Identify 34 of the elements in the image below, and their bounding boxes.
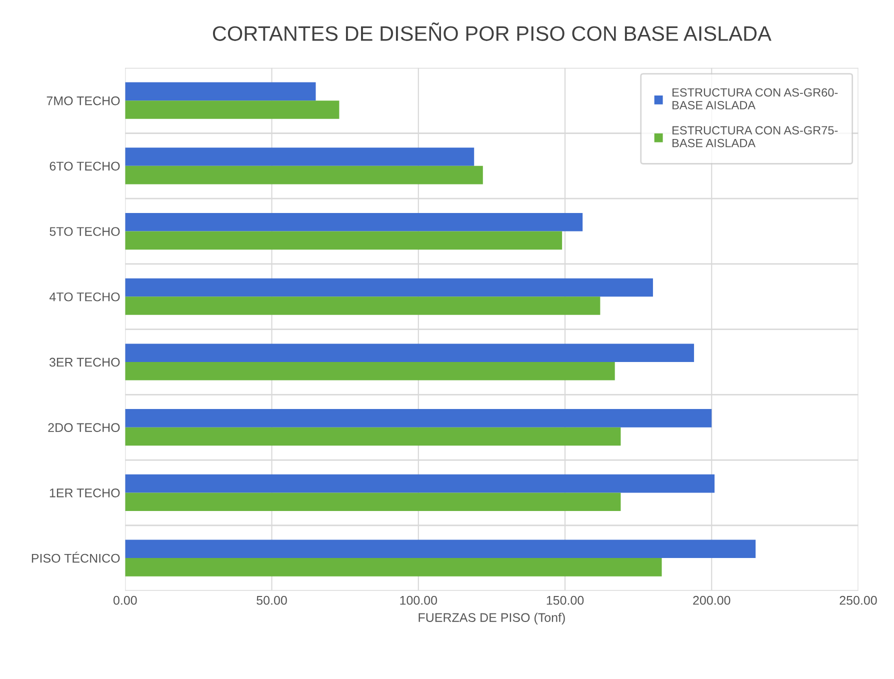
y-tick-label: 1ER TECHO xyxy=(50,488,120,498)
y-tick-label: 7MO TECHO xyxy=(46,96,120,106)
y-tick-label: 4TO TECHO xyxy=(49,292,120,302)
y-tick-label: 5TO TECHO xyxy=(50,227,120,236)
y-tick-label: 6TO TECHO xyxy=(50,162,120,171)
bar xyxy=(125,82,316,101)
bar xyxy=(125,492,621,511)
x-tick-label: 50.00 xyxy=(256,596,287,605)
bar xyxy=(125,427,621,446)
bar xyxy=(125,278,653,297)
bar xyxy=(125,540,756,558)
bar xyxy=(125,100,340,119)
bar xyxy=(125,166,483,184)
y-tick-label: 2DO TECHO xyxy=(48,423,120,432)
bar xyxy=(125,474,715,493)
bar xyxy=(125,362,615,380)
y-tick-label: 3ER TECHO xyxy=(49,358,120,367)
y-tick-label: PISO TÉCNICO xyxy=(32,552,120,563)
bar xyxy=(125,148,474,166)
x-tick-label: 100.00 xyxy=(400,596,438,605)
bar xyxy=(125,212,583,232)
x-tick-label: 0.00 xyxy=(113,596,137,605)
legend-label: ESTRUCTURA CON AS-GR60-BASE AISLADA xyxy=(672,88,838,110)
x-tick-label: 200.00 xyxy=(693,596,730,605)
bar xyxy=(125,558,662,576)
x-axis-title: FUERZAS DE PISO (Tonf) xyxy=(418,612,565,624)
x-tick-label: 250.00 xyxy=(840,596,877,605)
bar xyxy=(125,231,562,250)
bar xyxy=(125,409,712,428)
bar xyxy=(125,344,694,362)
legend-label: ESTRUCTURA CON AS-GR75-BASE AISLADA xyxy=(672,126,838,148)
chart-title: CORTANTES DE DISEÑO POR PISO CON BASE AISLADA xyxy=(212,22,772,41)
bar xyxy=(125,296,600,315)
x-tick-label: 150.00 xyxy=(546,596,584,605)
